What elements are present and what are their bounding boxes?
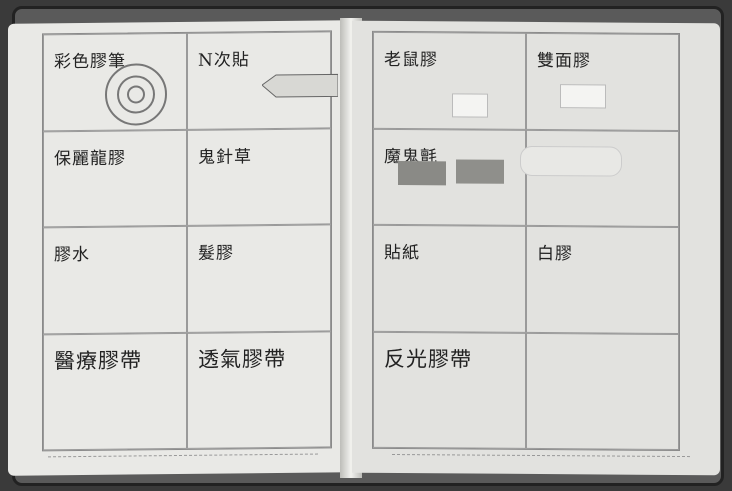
scribble xyxy=(105,63,167,126)
handwritten-label: 老鼠膠 xyxy=(384,49,438,71)
cell: 鬼針草 xyxy=(187,128,331,227)
velcro-sample xyxy=(456,159,504,184)
handwritten-label: 白膠 xyxy=(537,244,573,265)
cell: 膠水 xyxy=(43,226,187,335)
cell-grid: 老鼠膠雙面膠魔鬼氈OK繃貼紙白膠反光膠帶 xyxy=(372,30,680,452)
cell: 反光膠帶 xyxy=(373,331,526,449)
handwritten-label: 貼紙 xyxy=(384,243,420,264)
handwritten-label: N次貼 xyxy=(198,50,250,71)
cell: 雙面膠 xyxy=(526,32,679,131)
tape-sample xyxy=(452,93,488,118)
handwritten-label: 膠水 xyxy=(54,245,90,266)
cell: 髮膠 xyxy=(187,224,331,333)
handwritten-label: 保麗龍膠 xyxy=(54,148,126,170)
handwritten-label: 反光膠帶 xyxy=(384,346,472,372)
cell: 透氣膠帶 xyxy=(187,331,331,449)
cell: 貼紙 xyxy=(373,225,526,333)
page-footer xyxy=(48,453,318,472)
bandage-sample xyxy=(520,145,622,177)
velcro-sample xyxy=(398,161,446,186)
cell: 白膠 xyxy=(526,226,679,334)
handwritten-label: 雙面膠 xyxy=(537,51,591,72)
cell: 保麗龍膠 xyxy=(43,129,187,228)
handwritten-label: 髮膠 xyxy=(198,243,234,265)
handwritten-label: 透氣膠帶 xyxy=(198,346,286,372)
cell xyxy=(526,332,679,450)
cell: 醫療膠帶 xyxy=(43,332,187,451)
cell: 老鼠膠 xyxy=(373,31,526,130)
cell: OK繃 xyxy=(526,129,679,228)
handwritten-label: 醫療膠帶 xyxy=(54,348,142,374)
arrow-sticker xyxy=(262,73,338,98)
tape-sample xyxy=(560,84,606,109)
handwritten-label: 鬼針草 xyxy=(198,146,252,168)
page-footer xyxy=(392,453,690,472)
left-page: 彩色膠筆 N次貼 保麗龍膠 鬼針草 膠水 髮膠 醫療膠帶 透氣膠帶 xyxy=(8,20,348,476)
right-page: 老鼠膠雙面膠魔鬼氈OK繃貼紙白膠反光膠帶 xyxy=(352,20,720,476)
